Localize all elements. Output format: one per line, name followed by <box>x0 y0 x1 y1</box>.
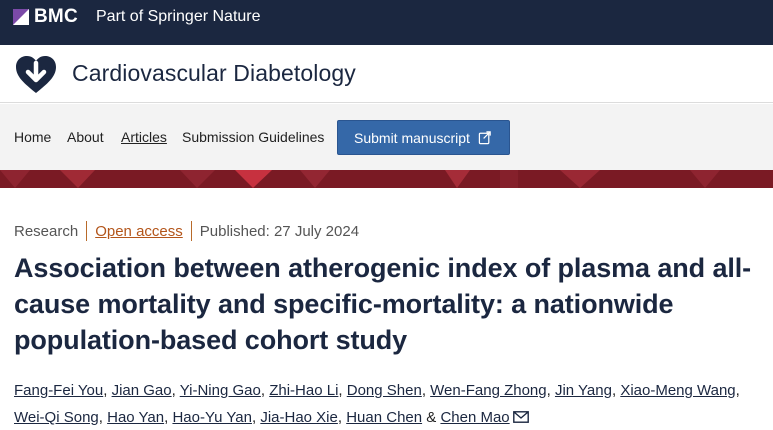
author-link[interactable]: Zhi-Hao Li <box>269 382 339 399</box>
banner-pattern <box>0 170 773 188</box>
external-link-icon <box>478 131 491 145</box>
journal-header: Cardiovascular Diabetology <box>0 45 773 103</box>
open-access-link[interactable]: Open access <box>95 222 183 240</box>
meta-divider <box>190 221 192 241</box>
author-link[interactable]: Jian Gao <box>111 382 172 399</box>
author-link[interactable]: Huan Chen <box>346 409 423 426</box>
published-date: Published: 27 July 2024 <box>199 222 360 240</box>
meta-divider <box>86 221 88 241</box>
submit-manuscript-label: Submit manuscript <box>354 129 470 146</box>
heart-logo-icon[interactable] <box>13 53 59 95</box>
article-meta: Research Open access Published: 27 July … <box>14 221 359 241</box>
springer-tagline[interactable]: Part of Springer Nature <box>96 8 261 25</box>
author-link[interactable]: Yi-Ning Gao <box>179 382 261 399</box>
nav-articles[interactable]: Articles <box>121 129 167 145</box>
submit-manuscript-button[interactable]: Submit manuscript <box>337 120 510 155</box>
article-type: Research <box>14 222 79 240</box>
bmc-logo[interactable]: BMC <box>13 6 78 27</box>
nav-home[interactable]: Home <box>14 129 52 145</box>
author-link[interactable]: Chen Mao <box>440 409 510 426</box>
journal-title[interactable]: Cardiovascular Diabetology <box>72 60 356 86</box>
mail-icon[interactable] <box>512 411 529 423</box>
author-list: Fang-Fei You, Jian Gao, Yi-Ning Gao, Zhi… <box>14 382 740 426</box>
bmc-brand: BMC <box>34 6 78 27</box>
author-link[interactable]: Jia-Hao Xie <box>260 409 338 426</box>
author-link[interactable]: Wen-Fang Zhong <box>430 382 547 399</box>
top-bar: BMC Part of Springer Nature <box>0 0 773 45</box>
nav-submission-guidelines[interactable]: Submission Guidelines <box>182 129 325 145</box>
article-title: Association between atherogenic index of… <box>14 253 752 355</box>
journal-banner <box>0 170 773 188</box>
author-link[interactable]: Fang-Fei You <box>14 382 104 399</box>
author-link[interactable]: Hao-Yu Yan <box>172 409 252 426</box>
nav-about[interactable]: About <box>67 129 104 145</box>
journal-nav: Home About Articles Submission Guideline… <box>0 104 773 170</box>
bmc-logo-icon <box>13 9 29 25</box>
author-link[interactable]: Dong Shen <box>346 382 422 399</box>
author-link[interactable]: Jin Yang <box>554 382 612 399</box>
author-link[interactable]: Wei-Qi Song <box>14 409 99 426</box>
author-link[interactable]: Hao Yan <box>107 409 165 426</box>
author-link[interactable]: Xiao-Meng Wang <box>620 382 736 399</box>
